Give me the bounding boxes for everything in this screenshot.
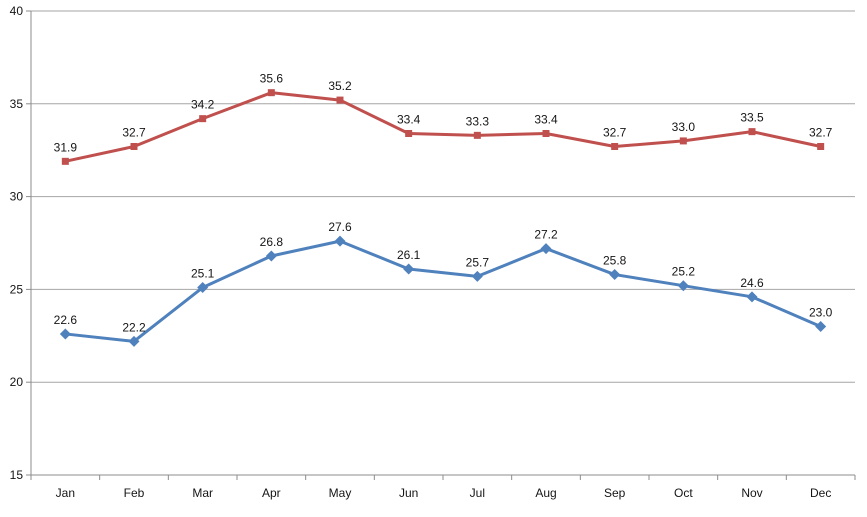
lower-blue-series-data-label: 25.2 <box>672 265 696 279</box>
x-category-label: Mar <box>192 486 213 500</box>
x-category-label: Apr <box>262 486 281 500</box>
upper-red-series-data-label: 33.4 <box>534 112 558 126</box>
y-tick-label: 30 <box>10 190 24 204</box>
upper-red-series-data-label: 33.4 <box>397 112 421 126</box>
lower-blue-series-data-label: 27.6 <box>328 220 352 234</box>
x-category-label: Feb <box>124 486 145 500</box>
upper-red-series-marker[interactable] <box>817 142 825 150</box>
lower-blue-series-marker[interactable] <box>677 280 689 292</box>
x-category-label: Dec <box>810 486 831 500</box>
upper-red-series-data-label: 33.0 <box>672 120 696 134</box>
lower-blue-series-marker[interactable] <box>403 263 415 275</box>
lower-blue-series-marker[interactable] <box>609 269 621 281</box>
lower-blue-series-data-label: 25.8 <box>603 254 627 268</box>
upper-red-series-marker[interactable] <box>473 131 481 139</box>
x-category-label: Jun <box>399 486 418 500</box>
upper-red-series-data-label: 34.2 <box>191 98 215 112</box>
upper-red-series-data-label: 31.9 <box>54 140 78 154</box>
x-category-label: May <box>329 486 352 500</box>
upper-red-series-data-label: 32.7 <box>603 125 627 139</box>
lower-blue-series-data-label: 23.0 <box>809 306 833 320</box>
upper-red-series-line[interactable] <box>63 91 823 163</box>
upper-red-series-marker[interactable] <box>542 129 550 137</box>
upper-red-series-data-label: 32.7 <box>122 125 146 139</box>
upper-red-series-data-label: 32.7 <box>809 125 833 139</box>
upper-red-series-marker[interactable] <box>679 137 687 145</box>
upper-red-series-marker[interactable] <box>61 157 69 165</box>
y-tick-label: 35 <box>10 97 24 111</box>
lower-blue-series-line[interactable] <box>63 239 823 343</box>
y-tick-label: 40 <box>10 4 24 18</box>
upper-red-series-marker[interactable] <box>267 89 275 97</box>
upper-red-series-marker[interactable] <box>748 128 756 136</box>
upper-red-series-data-label: 35.6 <box>260 72 284 86</box>
lower-blue-series-data-label: 26.8 <box>260 235 284 249</box>
y-tick-label: 25 <box>10 282 24 296</box>
lower-blue-series-data-label: 24.6 <box>740 276 764 290</box>
upper-red-series-marker[interactable] <box>405 129 413 137</box>
x-category-label: Sep <box>604 486 626 500</box>
lower-blue-series-marker[interactable] <box>540 243 552 255</box>
x-category-label: Aug <box>535 486 556 500</box>
upper-red-series-marker[interactable] <box>611 142 619 150</box>
lower-blue-series-marker[interactable] <box>334 235 346 247</box>
lower-blue-series-marker[interactable] <box>471 270 483 282</box>
x-category-label: Nov <box>741 486 762 500</box>
lower-blue-series-data-label: 22.2 <box>122 320 146 334</box>
y-tick-label: 15 <box>10 468 24 482</box>
x-category-label: Oct <box>674 486 693 500</box>
upper-red-series-data-label: 35.2 <box>328 79 352 93</box>
y-tick-label: 20 <box>10 375 24 389</box>
lower-blue-series-data-label: 27.2 <box>534 228 558 242</box>
lower-blue-series-marker[interactable] <box>59 328 71 340</box>
lower-blue-series-data-label: 25.1 <box>191 267 215 281</box>
upper-red-series-marker[interactable] <box>130 142 138 150</box>
upper-red-series-data-label: 33.5 <box>740 111 764 125</box>
lower-blue-series-marker[interactable] <box>197 282 209 294</box>
lower-blue-series-marker[interactable] <box>265 250 277 262</box>
lower-blue-series-data-label: 25.7 <box>466 255 490 269</box>
upper-red-series-marker[interactable] <box>199 115 207 123</box>
x-category-label: Jan <box>56 486 75 500</box>
lower-blue-series-marker[interactable] <box>746 291 758 303</box>
lower-blue-series-data-label: 22.6 <box>54 313 78 327</box>
lower-blue-series-data-label: 26.1 <box>397 248 421 262</box>
lower-blue-series-marker[interactable] <box>128 335 140 347</box>
upper-red-series-marker[interactable] <box>336 96 344 104</box>
lower-blue-series-marker[interactable] <box>815 321 827 333</box>
upper-red-series-data-label: 33.3 <box>466 114 490 128</box>
x-category-label: Jul <box>470 486 485 500</box>
